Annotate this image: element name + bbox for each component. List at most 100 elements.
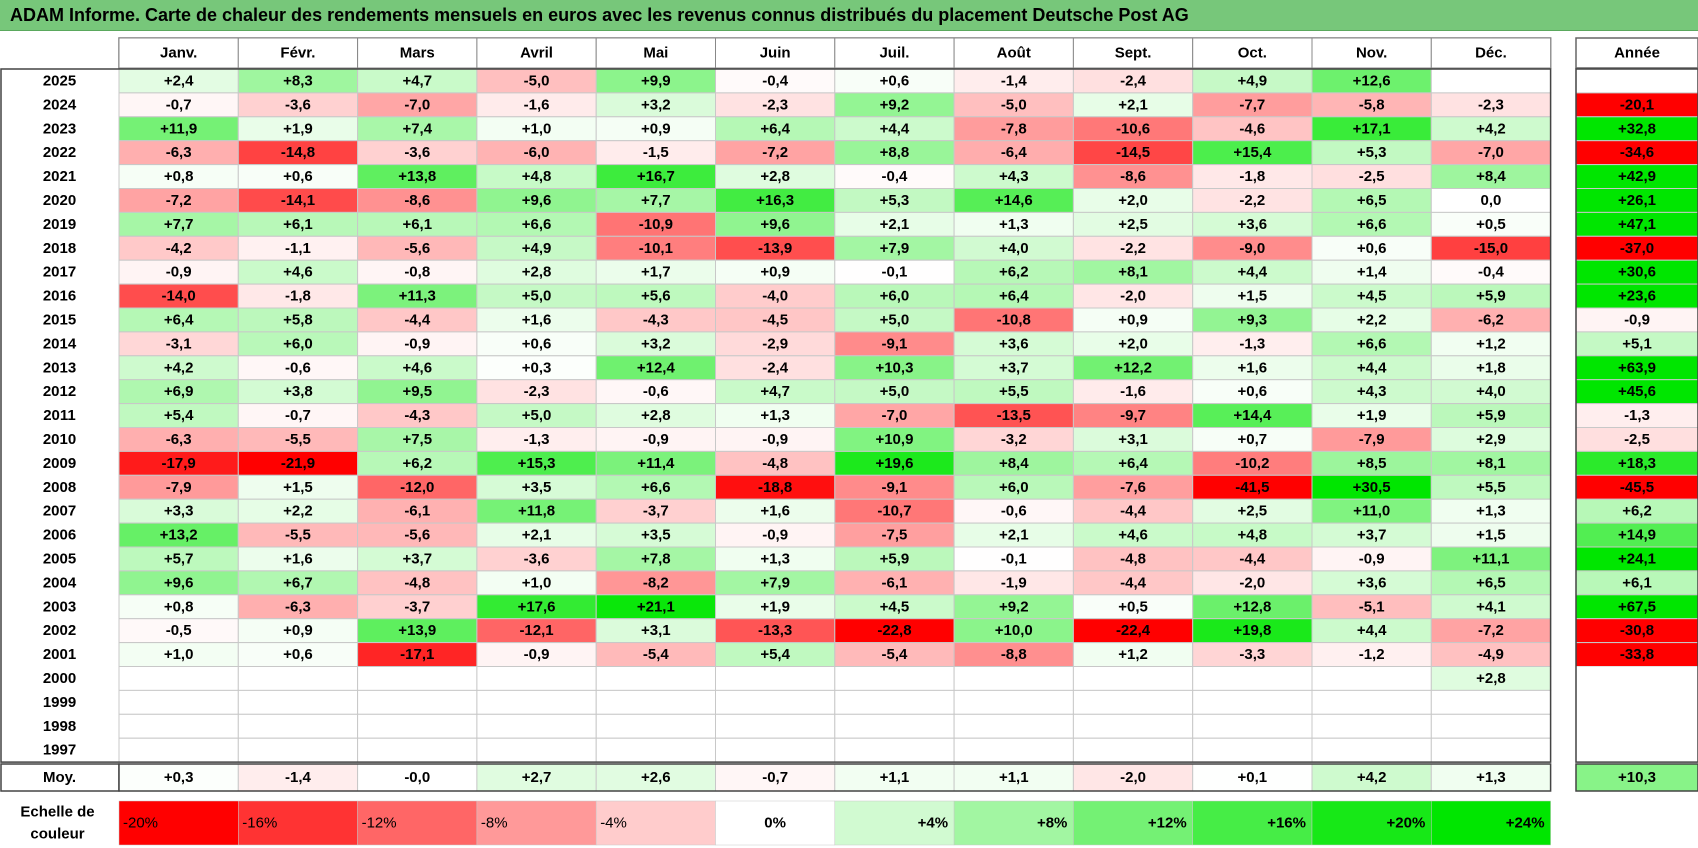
cell-value: -4,4	[1120, 574, 1147, 591]
avg-value: +1,1	[880, 769, 910, 786]
annual-value: +47,1	[1618, 216, 1656, 233]
cell-value: -2,5	[1359, 168, 1385, 185]
cell-value: +4,1	[1476, 598, 1506, 615]
avg-value: -2,0	[1120, 769, 1146, 786]
cell-value: +9,6	[164, 574, 194, 591]
heatmap-cell	[834, 737, 955, 763]
year-label: 2024	[43, 96, 77, 113]
cell-value: +16,7	[637, 168, 675, 185]
cell-value: -0,4	[1478, 264, 1505, 281]
cell-value: -2,3	[1478, 96, 1504, 113]
annual-value: +26,1	[1618, 192, 1656, 209]
cell-value: -7,0	[404, 96, 430, 113]
heatmap-cell	[834, 666, 955, 691]
cell-value: -13,3	[758, 622, 792, 639]
cell-value: -9,7	[1120, 407, 1146, 424]
cell-value: +1,5	[1238, 288, 1268, 305]
cell-value: +4,9	[1238, 72, 1268, 89]
annual-cell	[1576, 69, 1698, 93]
cell-value: -12,0	[400, 479, 434, 496]
cell-value: -21,9	[281, 455, 315, 472]
avg-value: +2,7	[522, 769, 552, 786]
cell-value: +6,6	[1357, 216, 1387, 233]
cell-value: -5,0	[1001, 96, 1027, 113]
cell-value: -5,4	[643, 646, 670, 663]
cell-value: -14,1	[281, 192, 315, 209]
cell-value: -5,6	[404, 527, 430, 544]
cell-value: +6,0	[283, 335, 313, 352]
scale-step-label: +4%	[918, 815, 948, 832]
cell-value: -4,4	[404, 311, 431, 328]
cell-value: -3,1	[166, 335, 192, 352]
heatmap-cell	[1430, 737, 1552, 763]
cell-value: +0,3	[522, 359, 552, 376]
cell-value: +5,4	[760, 646, 790, 663]
year-label: 2006	[43, 527, 76, 544]
cell-value: +4,0	[999, 240, 1029, 257]
cell-value: +6,5	[1357, 192, 1387, 209]
cell-value: +8,5	[1357, 455, 1387, 472]
cell-value: +4,8	[522, 168, 552, 185]
cell-value: +4,3	[999, 168, 1029, 185]
scale-swatch	[1073, 800, 1193, 846]
cell-value: +13,2	[160, 527, 198, 544]
cell-value: -1,3	[1239, 335, 1265, 352]
cell-value: -10,6	[1116, 120, 1150, 137]
heatmap-cell	[715, 713, 836, 739]
cell-value: -1,3	[524, 431, 550, 448]
cell-value: +5,5	[999, 383, 1029, 400]
heatmap-cell	[1430, 713, 1552, 739]
cell-value: -1,6	[524, 96, 550, 113]
heatmap-cell	[118, 737, 239, 763]
year-label: 2000	[43, 670, 76, 687]
annual-value: -45,5	[1620, 479, 1654, 496]
cell-value: -4,3	[643, 311, 669, 328]
cell-value: -3,7	[404, 598, 430, 615]
cell-value: +1,6	[1238, 359, 1268, 376]
avg-value: -0,7	[762, 769, 788, 786]
cell-value: -2,0	[1120, 288, 1146, 305]
scale-swatch	[1431, 800, 1551, 846]
cell-value: +2,4	[164, 72, 194, 89]
scale-label-line2: couleur	[30, 826, 84, 843]
cell-value: +5,3	[1357, 144, 1387, 161]
cell-value: +13,9	[398, 622, 436, 639]
cell-value: +4,4	[1238, 264, 1268, 281]
cell-value: +3,6	[1238, 216, 1268, 233]
cell-value: +7,4	[402, 120, 432, 137]
heatmap-cell	[357, 689, 478, 715]
cell-value: +1,0	[164, 646, 194, 663]
cell-value: -6,1	[882, 574, 908, 591]
heatmap-cell	[237, 713, 359, 739]
heatmap-cell	[715, 737, 836, 763]
cell-value: +12,2	[1114, 359, 1152, 376]
year-label: 2025	[43, 72, 76, 89]
cell-value: +16,3	[756, 192, 794, 209]
cell-value: +1,9	[1357, 407, 1387, 424]
cell-value: +5,0	[522, 288, 552, 305]
cell-value: -1,6	[1120, 383, 1146, 400]
cell-value: +11,9	[160, 120, 197, 137]
cell-value: +3,8	[283, 383, 313, 400]
cell-value: +1,3	[999, 216, 1029, 233]
scale-step-label: -20%	[123, 815, 158, 832]
cell-value: +6,4	[760, 120, 790, 137]
month-header-cell	[476, 37, 597, 69]
cell-value: -5,5	[285, 527, 311, 544]
cell-value: +3,6	[1357, 574, 1387, 591]
avg-frame	[118, 763, 1552, 792]
cell-value: +6,0	[999, 479, 1029, 496]
cell-value: +1,3	[760, 407, 790, 424]
heatmap-cell	[1192, 689, 1313, 715]
avg-value: +0,1	[1238, 769, 1268, 786]
year-label: 2001	[43, 646, 76, 663]
cell-value: -10,1	[639, 240, 673, 257]
month-header-label: Févr.	[280, 45, 315, 62]
cell-value: -2,9	[762, 335, 788, 352]
cell-value: -22,4	[1116, 622, 1151, 639]
cell-value: +8,4	[1476, 168, 1506, 185]
cell-value: -0,5	[166, 622, 192, 639]
cell-value: +0,6	[880, 72, 910, 89]
heatmap-cell	[237, 737, 359, 763]
cell-value: +14,4	[1233, 407, 1272, 424]
